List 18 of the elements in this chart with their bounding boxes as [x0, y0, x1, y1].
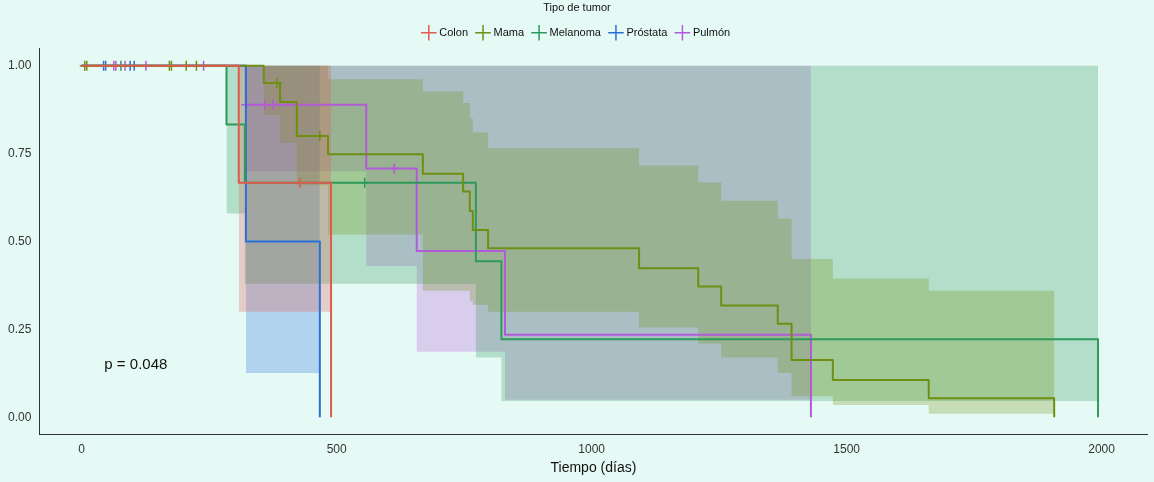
- x-tick-label: 2000: [1088, 442, 1116, 457]
- legend-label: Pulmón: [692, 25, 731, 38]
- y-tick-label: 0.50: [8, 233, 32, 248]
- legend-label: Mama: [493, 25, 525, 38]
- x-tick-label: 1500: [833, 442, 861, 457]
- legend-label: Melanoma: [549, 25, 602, 38]
- y-tick-label: 0.00: [8, 409, 32, 424]
- annotation: p = 0.048: [104, 354, 168, 372]
- y-tick-label: 0.25: [8, 321, 32, 336]
- legend-label: Colon: [439, 25, 469, 38]
- x-tick-label: 0: [78, 442, 86, 457]
- legend-label: Próstata: [626, 25, 669, 38]
- legend-title: Tipo de tumor: [543, 0, 612, 13]
- x-tick-label: 500: [326, 442, 347, 457]
- y-tick-label: 1.00: [8, 58, 32, 73]
- x-axis-title: Tiempo (días): [550, 459, 637, 476]
- x-tick-label: 1000: [578, 442, 606, 457]
- y-tick-label: 0.75: [8, 145, 32, 160]
